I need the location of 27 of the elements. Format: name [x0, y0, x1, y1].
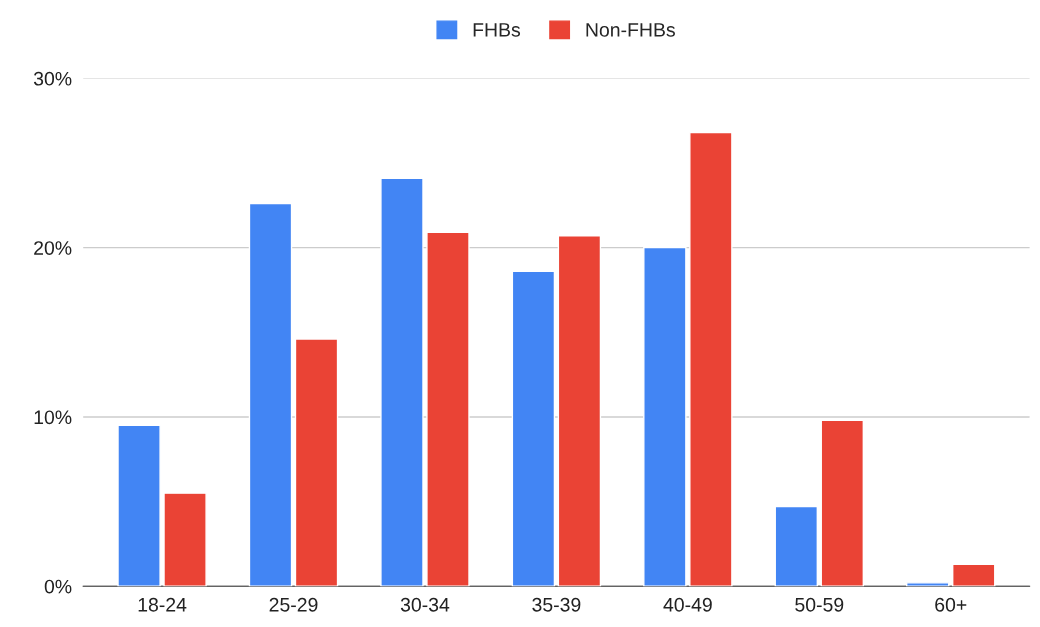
y-tick-label: 0%: [44, 579, 72, 594]
y-tick-label: 10%: [34, 410, 72, 425]
x-tick-label: 35-39: [532, 597, 581, 612]
y-tick-label: 30%: [33, 71, 72, 86]
bar: [248, 202, 293, 587]
bar: [117, 424, 161, 587]
x-tick-label: 30-34: [400, 597, 450, 612]
bar: [643, 246, 687, 587]
bar: [906, 582, 950, 587]
bar: [426, 231, 470, 587]
x-tick-label: 60+: [935, 597, 967, 612]
bar: [952, 563, 996, 587]
legend-label: FHBs: [473, 23, 521, 37]
legend-label: Non-FHBs: [586, 23, 675, 37]
bar: [689, 131, 733, 587]
x-tick-label: 40-49: [663, 597, 712, 612]
x-tick-label: 50-59: [795, 597, 844, 612]
x-tick-label: 18-24: [138, 597, 187, 612]
bar: [380, 177, 424, 587]
y-tick-label: 20%: [34, 241, 72, 255]
x-tick-label: 25-29: [269, 597, 318, 612]
bar: [557, 235, 602, 587]
bar: [820, 419, 865, 587]
bar: [163, 492, 207, 587]
bar: [294, 338, 339, 587]
bar: [511, 270, 556, 587]
bar: [774, 505, 819, 587]
